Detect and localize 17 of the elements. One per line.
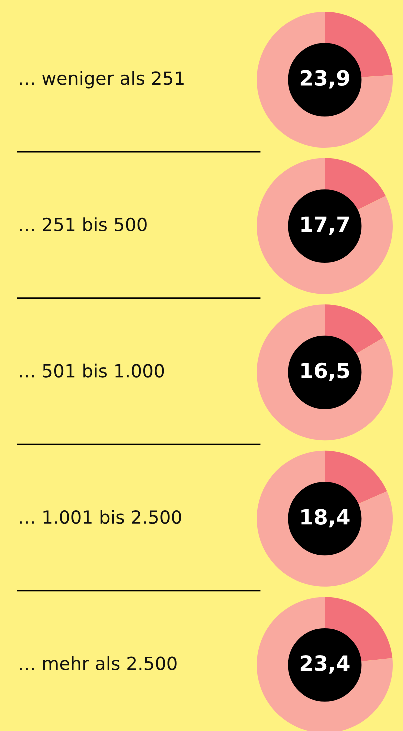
donut-slice (325, 304, 384, 354)
data-label: 17,7 (302, 216, 350, 236)
data-label: 23,9 (300, 70, 350, 89)
data-label: 18,4 (302, 509, 350, 528)
text: … 501 bis 1.000 (20, 364, 164, 378)
data-label: 16,5 (302, 362, 350, 382)
donut-slice (257, 304, 393, 441)
data-label: 23,4 (300, 655, 350, 674)
text: … weniger als 251 (20, 71, 184, 89)
donut-slice (325, 450, 388, 504)
donut-slice (257, 12, 393, 148)
text: … mehr als 2.500 (20, 656, 177, 670)
donut-slice (257, 450, 393, 587)
text: … 1.001 bis 2.500 (20, 510, 182, 524)
text: … 251 bis 500 (20, 218, 147, 232)
donut-slice (257, 158, 393, 294)
donut-slice (325, 158, 386, 210)
